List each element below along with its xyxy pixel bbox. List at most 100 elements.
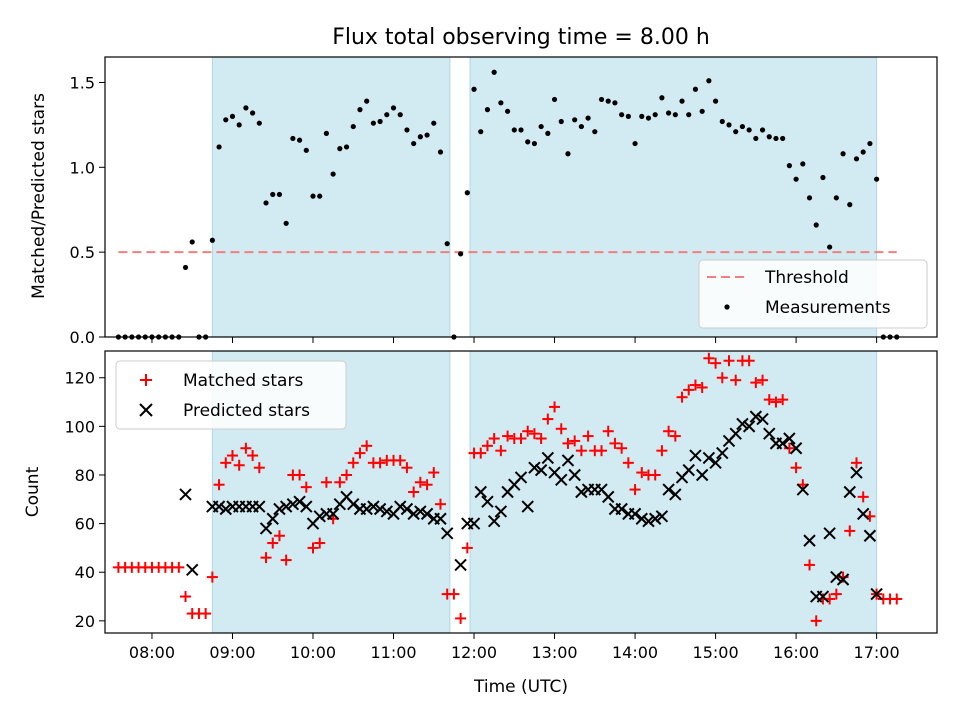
predicted-star-point — [789, 442, 803, 455]
matched-star-point — [763, 394, 775, 406]
predicted-star-point — [440, 527, 454, 540]
matched-star-point — [307, 542, 319, 554]
predicted-star-point — [420, 507, 434, 521]
measurement-point — [290, 135, 296, 142]
predicted-star-point — [689, 449, 702, 462]
matched-star-point — [850, 457, 862, 469]
predicted-star-point — [326, 507, 340, 521]
measurement-point — [511, 127, 517, 133]
matched-star-point — [757, 374, 769, 386]
measurement-point — [270, 191, 276, 198]
predicted-star-point — [702, 451, 716, 465]
measurement-point — [558, 118, 564, 125]
bottom-legend: Matched stars Predicted stars — [115, 360, 347, 430]
predicted-star-point — [494, 505, 508, 518]
legend-measurement-label: Measurements — [765, 298, 891, 318]
measurement-point — [766, 134, 772, 140]
measurement-point — [645, 115, 652, 121]
predicted-star-point — [279, 500, 293, 513]
matched-star-point — [421, 479, 433, 491]
measurement-point — [545, 130, 551, 136]
matched-star-point — [857, 491, 869, 503]
matched-star-point — [408, 486, 420, 498]
predicted-star-point — [756, 412, 769, 426]
predicted-star-point — [709, 456, 722, 470]
matched-star-point — [200, 608, 212, 620]
matched-star-point — [569, 435, 581, 447]
matched-star-point — [596, 445, 608, 457]
measurement-point — [370, 120, 376, 126]
predicted-star-point — [394, 500, 407, 513]
matched-star-point — [716, 372, 728, 384]
measurement-point — [223, 117, 229, 123]
matched-star-point — [414, 476, 426, 488]
measurement-point — [531, 140, 538, 147]
predicted-star-point — [467, 517, 481, 530]
predicted-star-point — [347, 497, 360, 511]
predicted-star-point — [716, 446, 729, 460]
measurement-point — [659, 95, 665, 101]
matched-star-point — [676, 391, 688, 403]
matched-star-point — [810, 615, 822, 627]
measurement-point — [411, 140, 417, 147]
measurement-point — [229, 113, 236, 119]
matched-star-point — [549, 401, 561, 413]
matched-star-point — [481, 440, 493, 452]
matched-star-point — [240, 442, 252, 454]
predicted-star-point — [521, 500, 534, 513]
matched-star-point — [300, 481, 312, 493]
predicted-star-point — [575, 485, 588, 499]
measurement-point — [639, 113, 645, 119]
measurement-point — [182, 264, 189, 271]
predicted-star-point — [669, 488, 682, 501]
measurement-point — [806, 195, 813, 201]
predicted-star-point — [212, 500, 226, 513]
measurement-point — [283, 220, 289, 226]
measurement-point — [484, 107, 491, 113]
matched-star-point — [253, 462, 265, 474]
measurement-point — [840, 151, 846, 157]
predicted-star-point — [561, 454, 575, 467]
measurement-point — [746, 127, 752, 133]
predicted-star-point — [407, 507, 420, 521]
predicted-star-point — [434, 512, 447, 525]
legend-box — [115, 360, 347, 430]
predicted-star-point — [803, 534, 816, 547]
measurement-point — [424, 132, 430, 138]
measurement-point — [719, 118, 725, 125]
measurement-point — [874, 176, 880, 182]
measurement-point — [216, 144, 222, 150]
matched-star-point — [448, 588, 460, 600]
predicted-star-point — [259, 522, 273, 535]
measurement-point — [585, 115, 591, 121]
matched-star-point — [180, 591, 192, 603]
bottom-y-tick-label: 120 — [64, 369, 95, 388]
x-tick-label: 08:00 — [129, 643, 175, 662]
measurement-point — [706, 78, 712, 84]
predicted-star-point — [655, 510, 669, 523]
measurement-point — [243, 105, 249, 111]
matched-star-point — [374, 457, 386, 469]
x-tick-label: 15:00 — [693, 643, 739, 662]
matched-star-point — [750, 377, 762, 389]
predicted-star-point — [541, 451, 555, 465]
matched-star-point — [247, 450, 259, 462]
predicted-star-point — [313, 510, 326, 523]
measurement-point — [867, 140, 873, 147]
matched-star-point — [689, 379, 701, 391]
measurement-point — [357, 107, 363, 113]
measurement-point — [209, 237, 215, 243]
measurement-point — [498, 100, 504, 106]
predicted-star-point — [615, 502, 628, 516]
predicted-star-point — [783, 432, 796, 445]
measurement-point — [303, 147, 309, 153]
measurement-point — [565, 151, 571, 157]
measurement-point — [860, 149, 866, 155]
measurement-point — [491, 69, 497, 75]
x-tick-label: 11:00 — [370, 643, 416, 662]
plot-frame — [104, 350, 938, 634]
x-tick-label: 09:00 — [209, 643, 255, 662]
matched-star-point — [394, 454, 406, 466]
predicted-star-point — [360, 502, 373, 516]
matched-star-point — [267, 537, 279, 549]
